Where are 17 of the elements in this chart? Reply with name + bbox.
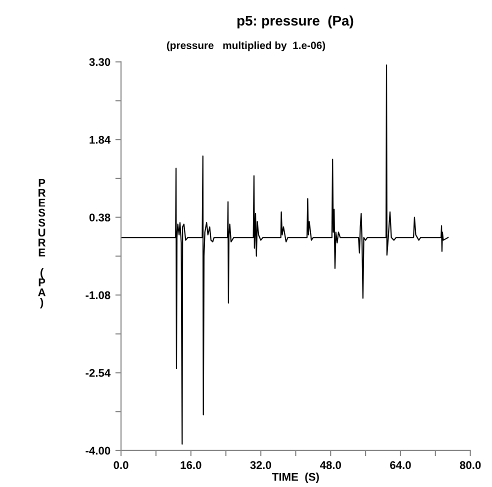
x-axis-title: TIME (S) xyxy=(272,472,319,483)
x-tick-label: 0.0 xyxy=(114,461,128,470)
y-tick-label: -1.08 xyxy=(86,291,110,300)
chart-subtitle: (pressure multiplied by 1.e-06) xyxy=(166,41,326,52)
x-tick-label: 32.0 xyxy=(250,461,272,470)
x-tick-label: 64.0 xyxy=(390,461,411,470)
text: PRESSURE (PA) xyxy=(38,179,46,308)
x-tick-label: 16.0 xyxy=(180,461,202,470)
x-tick-label: 48.0 xyxy=(320,461,341,470)
y-tick-label: 0.38 xyxy=(89,214,110,222)
y-tick-label: 1.84 xyxy=(90,136,111,144)
line-series xyxy=(121,64,449,445)
x-tick-label: 80.0 xyxy=(460,461,481,470)
chart-title: p5: pressure (Pa) xyxy=(237,15,354,28)
y-tick-label: -4.00 xyxy=(86,446,110,455)
y-tick-label: -2.54 xyxy=(86,369,111,377)
y-tick-label: 3.30 xyxy=(89,58,110,66)
